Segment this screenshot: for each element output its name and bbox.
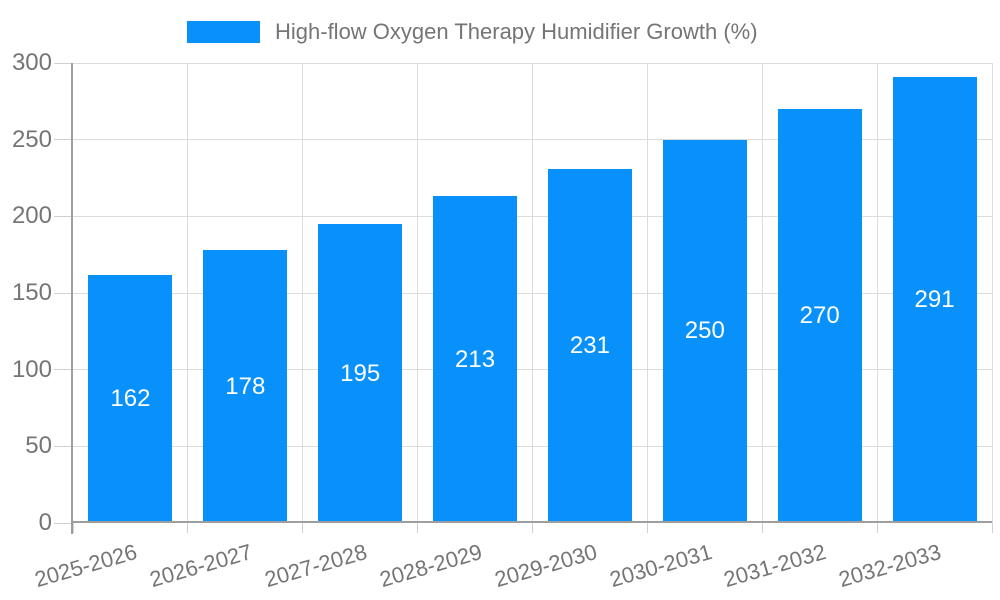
bar-value-label: 195 <box>340 359 381 387</box>
x-axis-tick-label: 2028-2029 <box>376 539 485 593</box>
x-tick-mark <box>991 523 993 533</box>
bar: 178 <box>203 250 288 523</box>
bar-value-label: 231 <box>569 331 610 359</box>
x-axis-tick-label: 2026-2027 <box>146 539 255 593</box>
y-tick-mark <box>54 522 73 524</box>
y-axis-tick-label: 0 <box>38 509 52 536</box>
plot-area: 162 178 195 213 231 250 270 291 <box>54 62 993 534</box>
x-gridline <box>991 63 993 523</box>
y-axis-tick-label: 300 <box>11 49 52 76</box>
bar: 270 <box>777 109 862 523</box>
x-gridline <box>417 63 419 523</box>
x-axis-tick-label: 2031-2032 <box>721 539 830 593</box>
y-axis-tick-label: 150 <box>11 279 52 306</box>
legend-swatch-icon <box>187 21 260 43</box>
bar-value-label: 213 <box>455 345 496 373</box>
chart-legend-item[interactable]: High-flow Oxygen Therapy Humidifier Grow… <box>187 21 758 43</box>
bar: 195 <box>318 224 403 523</box>
y-tick-mark <box>54 62 73 64</box>
bar-value-label: 270 <box>799 302 840 329</box>
x-tick-mark <box>876 523 878 533</box>
bar-value-label: 178 <box>225 372 266 400</box>
x-tick-mark <box>532 523 533 533</box>
x-tick-mark <box>417 523 419 533</box>
bar: 250 <box>662 139 747 523</box>
y-tick-mark <box>54 139 73 141</box>
x-tick-mark <box>302 523 304 533</box>
y-axis-line <box>71 63 73 534</box>
x-tick-mark <box>187 523 189 533</box>
y-tick-mark <box>54 445 73 447</box>
x-axis-tick-label: 2030-2031 <box>606 539 715 593</box>
y-axis-tick-label: 200 <box>11 202 52 230</box>
bar: 213 <box>433 196 518 523</box>
x-axis-tick-label: 2027-2028 <box>261 539 370 593</box>
x-gridline <box>187 63 189 523</box>
y-tick-mark <box>54 215 73 217</box>
bar: 162 <box>88 274 173 523</box>
x-axis-tick-label: 2029-2030 <box>491 539 600 593</box>
x-gridline <box>761 63 763 523</box>
bar: 291 <box>892 76 977 523</box>
x-axis-tick-label: 2032-2033 <box>836 539 945 593</box>
legend-label: High-flow Oxygen Therapy Humidifier Grow… <box>275 19 758 44</box>
x-gridline <box>646 63 648 523</box>
x-gridline <box>302 63 304 523</box>
x-tick-mark <box>72 523 74 533</box>
x-axis-tick-label: 2025-2026 <box>32 539 141 593</box>
bar-value-label: 250 <box>684 317 725 345</box>
y-axis-tick-label: 100 <box>11 355 52 383</box>
bar-value-label: 162 <box>110 384 151 412</box>
x-tick-mark <box>761 523 763 533</box>
x-axis-line <box>71 521 992 523</box>
x-tick-mark <box>646 523 648 533</box>
y-tick-mark <box>54 292 73 294</box>
x-gridline <box>876 63 878 523</box>
y-axis-tick-label: 50 <box>25 432 52 460</box>
y-tick-mark <box>54 369 73 371</box>
bar: 231 <box>547 168 632 523</box>
y-axis-tick-label: 250 <box>11 125 52 153</box>
bar-value-label: 291 <box>914 285 955 313</box>
x-gridline <box>532 63 533 523</box>
